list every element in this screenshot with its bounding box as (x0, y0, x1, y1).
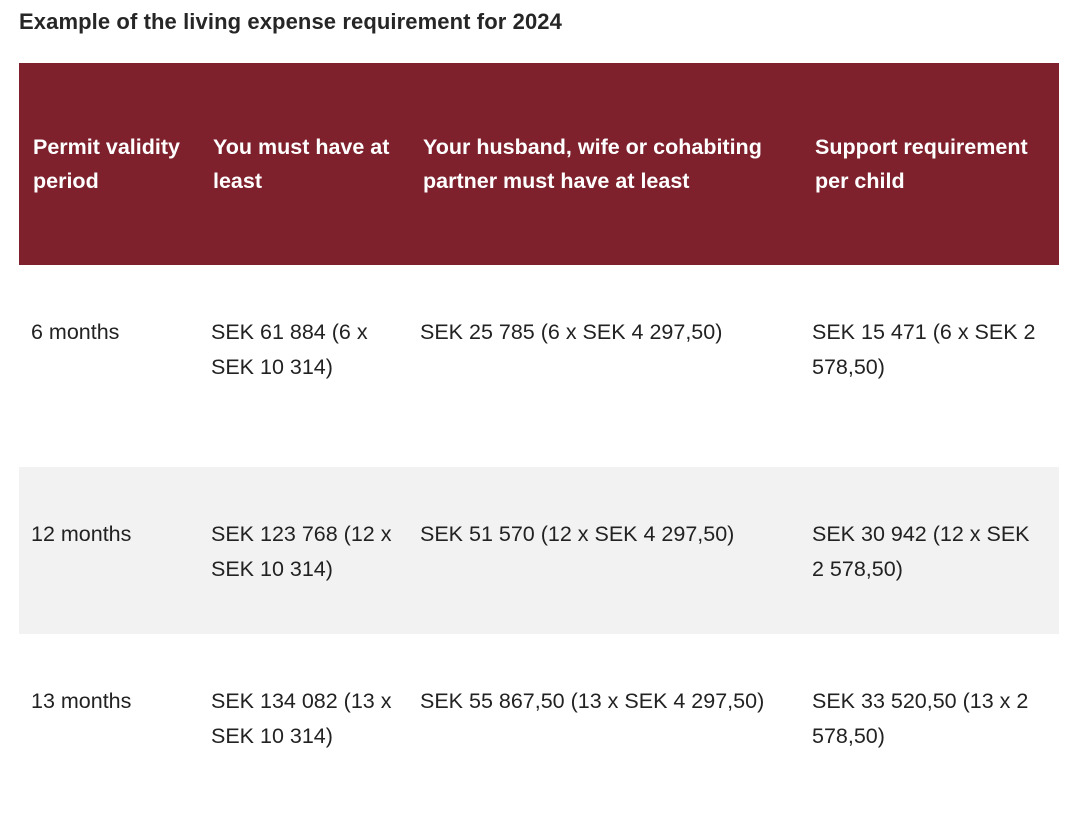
cell-support-per-child: SEK 15 471 (6 x SEK 2 578,50) (812, 320, 1036, 379)
cell-partner-must-have: SEK 55 867,50 (13 x SEK 4 297,50) (420, 689, 765, 713)
table-caption: Example of the living expense requiremen… (19, 9, 562, 34)
cell-permit-validity-period: 12 months (31, 522, 132, 546)
cell-you-must-have: SEK 123 768 (12 x SEK 10 314) (211, 522, 392, 581)
cell-support-per-child: SEK 33 520,50 (13 x 2 578,50) (812, 689, 1029, 748)
table-row: 13 months SEK 134 082 (13 x SEK 10 314) … (19, 634, 1059, 804)
table-header-row: Permit validity period You must have at … (19, 63, 1059, 265)
cell-support-per-child: SEK 30 942 (12 x SEK 2 578,50) (812, 522, 1030, 581)
cell-permit-validity-period: 6 months (31, 320, 120, 344)
cell-you-must-have: SEK 134 082 (13 x SEK 10 314) (211, 689, 392, 748)
cell-you-must-have: SEK 61 884 (6 x SEK 10 314) (211, 320, 368, 379)
living-expense-table: Permit validity period You must have at … (19, 63, 1059, 804)
column-header-partner-must-have: Your husband, wife or cohabiting partner… (423, 134, 762, 194)
cell-partner-must-have: SEK 51 570 (12 x SEK 4 297,50) (420, 522, 735, 546)
column-header-permit-validity-period: Permit validity period (33, 134, 180, 194)
column-header-support-per-child: Support requirement per child (815, 134, 1028, 194)
cell-partner-must-have: SEK 25 785 (6 x SEK 4 297,50) (420, 320, 723, 344)
column-header-you-must-have: You must have at least (213, 134, 390, 194)
cell-permit-validity-period: 13 months (31, 689, 132, 713)
table-row: 6 months SEK 61 884 (6 x SEK 10 314) SEK… (19, 265, 1059, 467)
table-row: 12 months SEK 123 768 (12 x SEK 10 314) … (19, 467, 1059, 634)
